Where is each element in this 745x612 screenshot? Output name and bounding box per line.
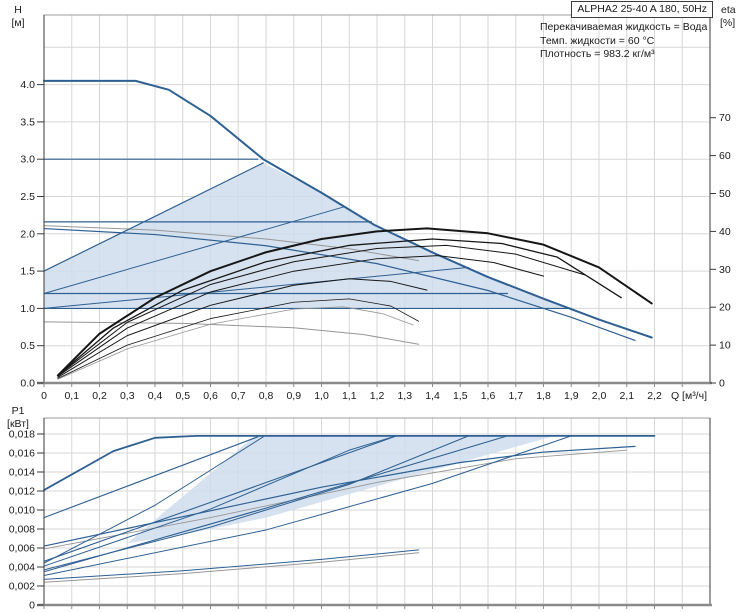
tick-label-left: 0,012 — [9, 486, 35, 498]
curve-speed-3-max-curve — [43, 79, 653, 339]
curve-power-prop-pressure-3 — [43, 436, 264, 564]
curve-prop-pressure-3 — [43, 162, 264, 272]
curve-power-speed-2 — [43, 445, 636, 547]
curve-power-const-pressure-min — [43, 435, 572, 577]
curve-prop-pressure-2 — [43, 206, 345, 294]
tick-label-right: 10 — [719, 340, 731, 352]
tick-label-x: 0,8 — [259, 390, 274, 402]
tick-label-x: 2,0 — [592, 390, 607, 402]
curve-power-const-pressure-3 — [43, 436, 259, 519]
tick-label-x: 0,1 — [64, 390, 79, 402]
operating-range-shade — [44, 162, 572, 309]
tick-label-left: 0.5 — [20, 340, 35, 352]
tick-label-x: 0,6 — [203, 390, 218, 402]
tick-label-x: 1,7 — [508, 390, 523, 402]
tick-label-x: 1,3 — [397, 390, 412, 402]
tick-label-x: 0 — [41, 390, 47, 402]
curve-power-speed-3 — [43, 434, 656, 491]
tick-label-left: 0,008 — [9, 524, 35, 536]
tick-label-left: 3.0 — [20, 154, 35, 166]
power-axis-label: P1 — [11, 405, 25, 417]
tick-label-right: 30 — [719, 264, 731, 276]
tick-label-left: 0.0 — [20, 378, 35, 390]
curve-power-prop-pressure-1 — [43, 435, 470, 571]
head-axis-label: H — [14, 4, 22, 16]
tick-label-x: 0,7 — [231, 390, 246, 402]
tick-label-left: 2.5 — [20, 191, 35, 203]
tick-label-x: 1,8 — [536, 390, 551, 402]
fluid-info-line: Перекачиваемая жидкость = Вода — [540, 21, 708, 33]
tick-label-left: 0 — [29, 600, 35, 612]
curve-power-min-speed-gray — [43, 552, 420, 583]
tick-label-right: 60 — [719, 150, 731, 162]
curve-speed-2-curve-gray — [43, 225, 420, 262]
tick-label-left: 0,010 — [9, 505, 35, 517]
tick-label-left: 1.5 — [20, 266, 35, 278]
curve-power-const-pressure-2 — [43, 435, 397, 562]
curve-power-speed-1 — [43, 549, 420, 580]
tick-label-x: 1,6 — [481, 390, 496, 402]
tick-label-x: 0,2 — [92, 390, 107, 402]
tick-label-x: 0,5 — [175, 390, 190, 402]
flow-axis-label: Q [м³/ч] — [670, 390, 707, 402]
tick-label-x: 0,3 — [120, 390, 135, 402]
tick-label-x: 1,0 — [314, 390, 329, 402]
fluid-info-line: Темп. жидкости = 60 °C — [540, 34, 655, 47]
eta-axis-label: eta — [721, 4, 736, 16]
tick-label-right: 50 — [719, 188, 731, 200]
tick-label-x: 2,1 — [619, 390, 634, 402]
tick-label-x: 0,4 — [148, 390, 163, 402]
tick-label-x: 1,2 — [370, 390, 385, 402]
eta-axis-unit: [%] — [720, 17, 736, 29]
fluid-info-block: Перекачиваемая жидкость = Вода Темп. жид… — [540, 21, 707, 62]
head-axis-unit: [м] — [11, 17, 25, 29]
tick-label-left: 0,004 — [9, 562, 35, 574]
tick-label-x: 1,5 — [453, 390, 468, 402]
tick-label-left: 0,002 — [9, 581, 35, 593]
curve-speed-2-curve — [43, 227, 636, 342]
tick-label-left: 2.0 — [20, 228, 35, 240]
tick-label-left: 0,014 — [9, 467, 35, 479]
curve-eta-curve-5 — [57, 278, 428, 378]
tick-label-left: 0,018 — [9, 429, 35, 441]
curve-min-speed-gray — [43, 321, 420, 345]
tick-label-x: 1,1 — [342, 390, 357, 402]
operating-range-shade — [127, 435, 555, 544]
tick-label-x: 0,9 — [286, 390, 301, 402]
tick-label-left: 4.0 — [20, 79, 35, 91]
curve-power-prop-pressure-2 — [43, 435, 397, 567]
tick-label-right: 0 — [719, 378, 725, 390]
curve-eta-curve-3 — [57, 244, 586, 376]
fluid-info-line: Плотность = 983.2 кг/м³ — [540, 48, 655, 60]
pump-model-title: ALPHA2 25-40 A 180, 50Hz — [571, 1, 713, 18]
tick-label-left: 1.0 — [20, 303, 35, 315]
tick-label-left: 0,006 — [9, 543, 35, 555]
curve-eta-curve-min-gray — [57, 306, 414, 380]
tick-label-x: 2,2 — [647, 390, 662, 402]
curve-eta-curve-2 — [57, 238, 622, 377]
curve-eta-curve-6 — [57, 298, 420, 379]
tick-label-right: 40 — [719, 226, 731, 238]
curve-eta-curve-speed3 — [56, 227, 653, 377]
tick-label-x: 1,9 — [564, 390, 579, 402]
tick-label-left: 0,016 — [9, 448, 35, 460]
curve-prop-pressure-1 — [43, 266, 470, 309]
tick-label-right: 70 — [719, 112, 731, 124]
tick-label-right: 20 — [719, 302, 731, 314]
tick-label-left: 3.5 — [20, 116, 35, 128]
power-axis-unit: [кВт] — [7, 418, 29, 430]
curve-eta-curve-4 — [57, 255, 544, 377]
tick-label-x: 1,4 — [425, 390, 440, 402]
